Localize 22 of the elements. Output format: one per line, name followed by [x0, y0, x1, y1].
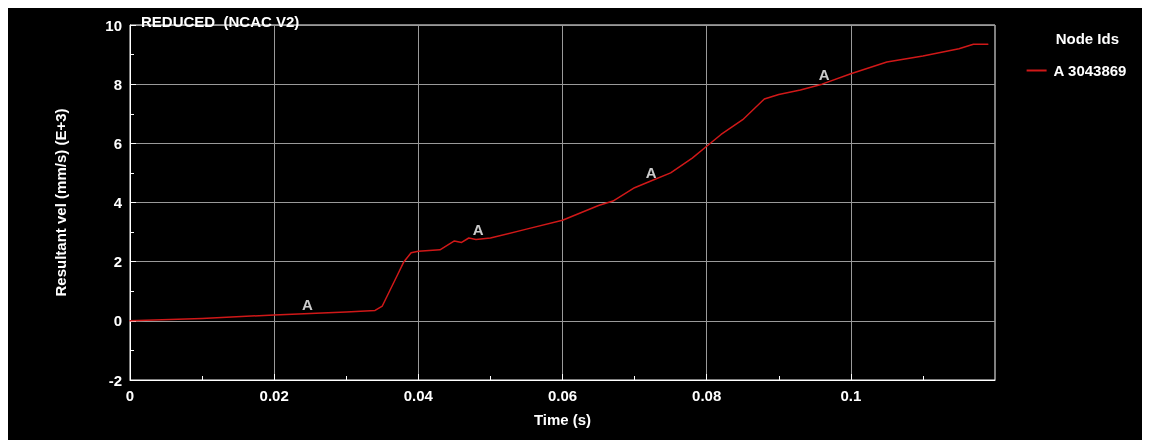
y-tick-label: 10	[105, 16, 122, 34]
x-tick-label: 0	[125, 387, 135, 404]
x-tick-label: 0.1	[840, 387, 862, 404]
x-tick-label: 0.06	[547, 387, 578, 404]
annotation: A	[472, 221, 484, 239]
annotation: A	[645, 163, 657, 181]
x-tick-label: 0.08	[692, 387, 722, 404]
y-tick-label: 2	[113, 253, 122, 271]
legend-label: A 3043869	[1053, 62, 1127, 79]
y-tick-label: -2	[108, 371, 122, 389]
y-axis-title: Resultant vel (mm/s) (E+3)	[52, 108, 69, 297]
annotation: A	[301, 296, 313, 314]
line-series	[129, 43, 989, 322]
x-tick-label: 0.02	[259, 387, 289, 404]
y-tick-label: 6	[113, 134, 122, 152]
x-tick-label: 0.04	[403, 387, 434, 404]
legend-title: Node Ids	[1055, 30, 1119, 47]
x-axis-title: Time (s)	[533, 411, 592, 428]
y-tick-label: 0	[113, 312, 122, 330]
y-tick-label: 8	[113, 75, 122, 93]
y-tick-label: 4	[113, 194, 123, 211]
annotation: A	[818, 66, 830, 84]
